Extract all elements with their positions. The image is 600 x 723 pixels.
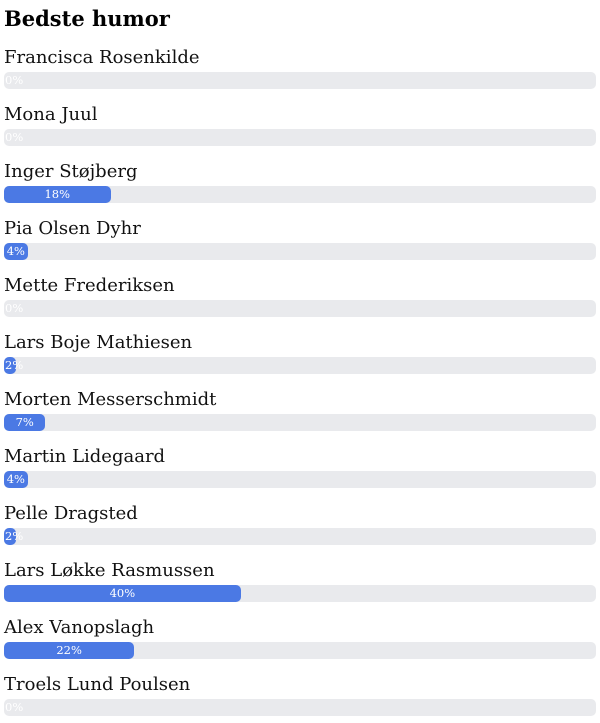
candidate-name: Alex Vanopslagh: [4, 617, 155, 638]
bar-track: 2%: [4, 357, 596, 374]
bar-fill: [4, 471, 28, 488]
poll-row: Troels Lund Poulsen 0%: [4, 673, 596, 716]
poll-row: Mette Frederiksen 0%: [4, 274, 596, 317]
bar-track: 2%: [4, 528, 596, 545]
bar-percentage-label: 0%: [5, 129, 24, 144]
candidate-name: Martin Lidegaard: [4, 446, 166, 467]
bar-track: 4%: [4, 471, 596, 488]
poll-row: Alex Vanopslagh 22%: [4, 616, 596, 659]
poll-row: Morten Messerschmidt 7%: [4, 388, 596, 431]
bar-fill: [4, 585, 241, 602]
bar-percentage-label: 0%: [5, 300, 24, 315]
candidate-name: Lars Boje Mathiesen: [4, 332, 193, 353]
bar-track: 4%: [4, 243, 596, 260]
bar-fill: [4, 186, 111, 203]
poll-row: Lars Løkke Rasmussen 40%: [4, 559, 596, 602]
candidate-name: Troels Lund Poulsen: [4, 674, 191, 695]
bar-track: 18%: [4, 186, 596, 203]
bar-track: 7%: [4, 414, 596, 431]
bar-track: 0%: [4, 300, 596, 317]
bar-track: 0%: [4, 129, 596, 146]
bar-track: 0%: [4, 72, 596, 89]
candidate-name: Mette Frederiksen: [4, 275, 175, 296]
bar-fill: [4, 243, 28, 260]
poll-row: Inger Støjberg 18%: [4, 160, 596, 203]
bar-percentage-label: 0%: [5, 72, 24, 87]
candidate-name: Inger Støjberg: [4, 161, 138, 182]
bar-track: 0%: [4, 699, 596, 716]
poll-row: Lars Boje Mathiesen 2%: [4, 331, 596, 374]
chart-title: Bedste humor: [4, 6, 170, 31]
candidate-name: Pelle Dragsted: [4, 503, 138, 524]
bar-fill: [4, 414, 46, 431]
bar-fill: [4, 528, 16, 545]
poll-row: Pelle Dragsted 2%: [4, 502, 596, 545]
candidate-name: Morten Messerschmidt: [4, 389, 217, 410]
bar-percentage-label: 0%: [5, 699, 24, 714]
bar-fill: [4, 642, 135, 659]
candidate-name: Lars Løkke Rasmussen: [4, 560, 215, 581]
poll-row: Mona Juul 0%: [4, 103, 596, 146]
poll-row: Martin Lidegaard 4%: [4, 445, 596, 488]
bar-fill: [4, 357, 16, 374]
candidate-name: Francisca Rosenkilde: [4, 47, 200, 68]
bar-track: 40%: [4, 585, 596, 602]
poll-row: Francisca Rosenkilde 0%: [4, 46, 596, 89]
bar-track: 22%: [4, 642, 596, 659]
poll-rows: Francisca Rosenkilde 0% Mona Juul 0% Ing…: [4, 46, 596, 716]
poll-row: Pia Olsen Dyhr 4%: [4, 217, 596, 260]
candidate-name: Pia Olsen Dyhr: [4, 218, 141, 239]
candidate-name: Mona Juul: [4, 104, 98, 125]
